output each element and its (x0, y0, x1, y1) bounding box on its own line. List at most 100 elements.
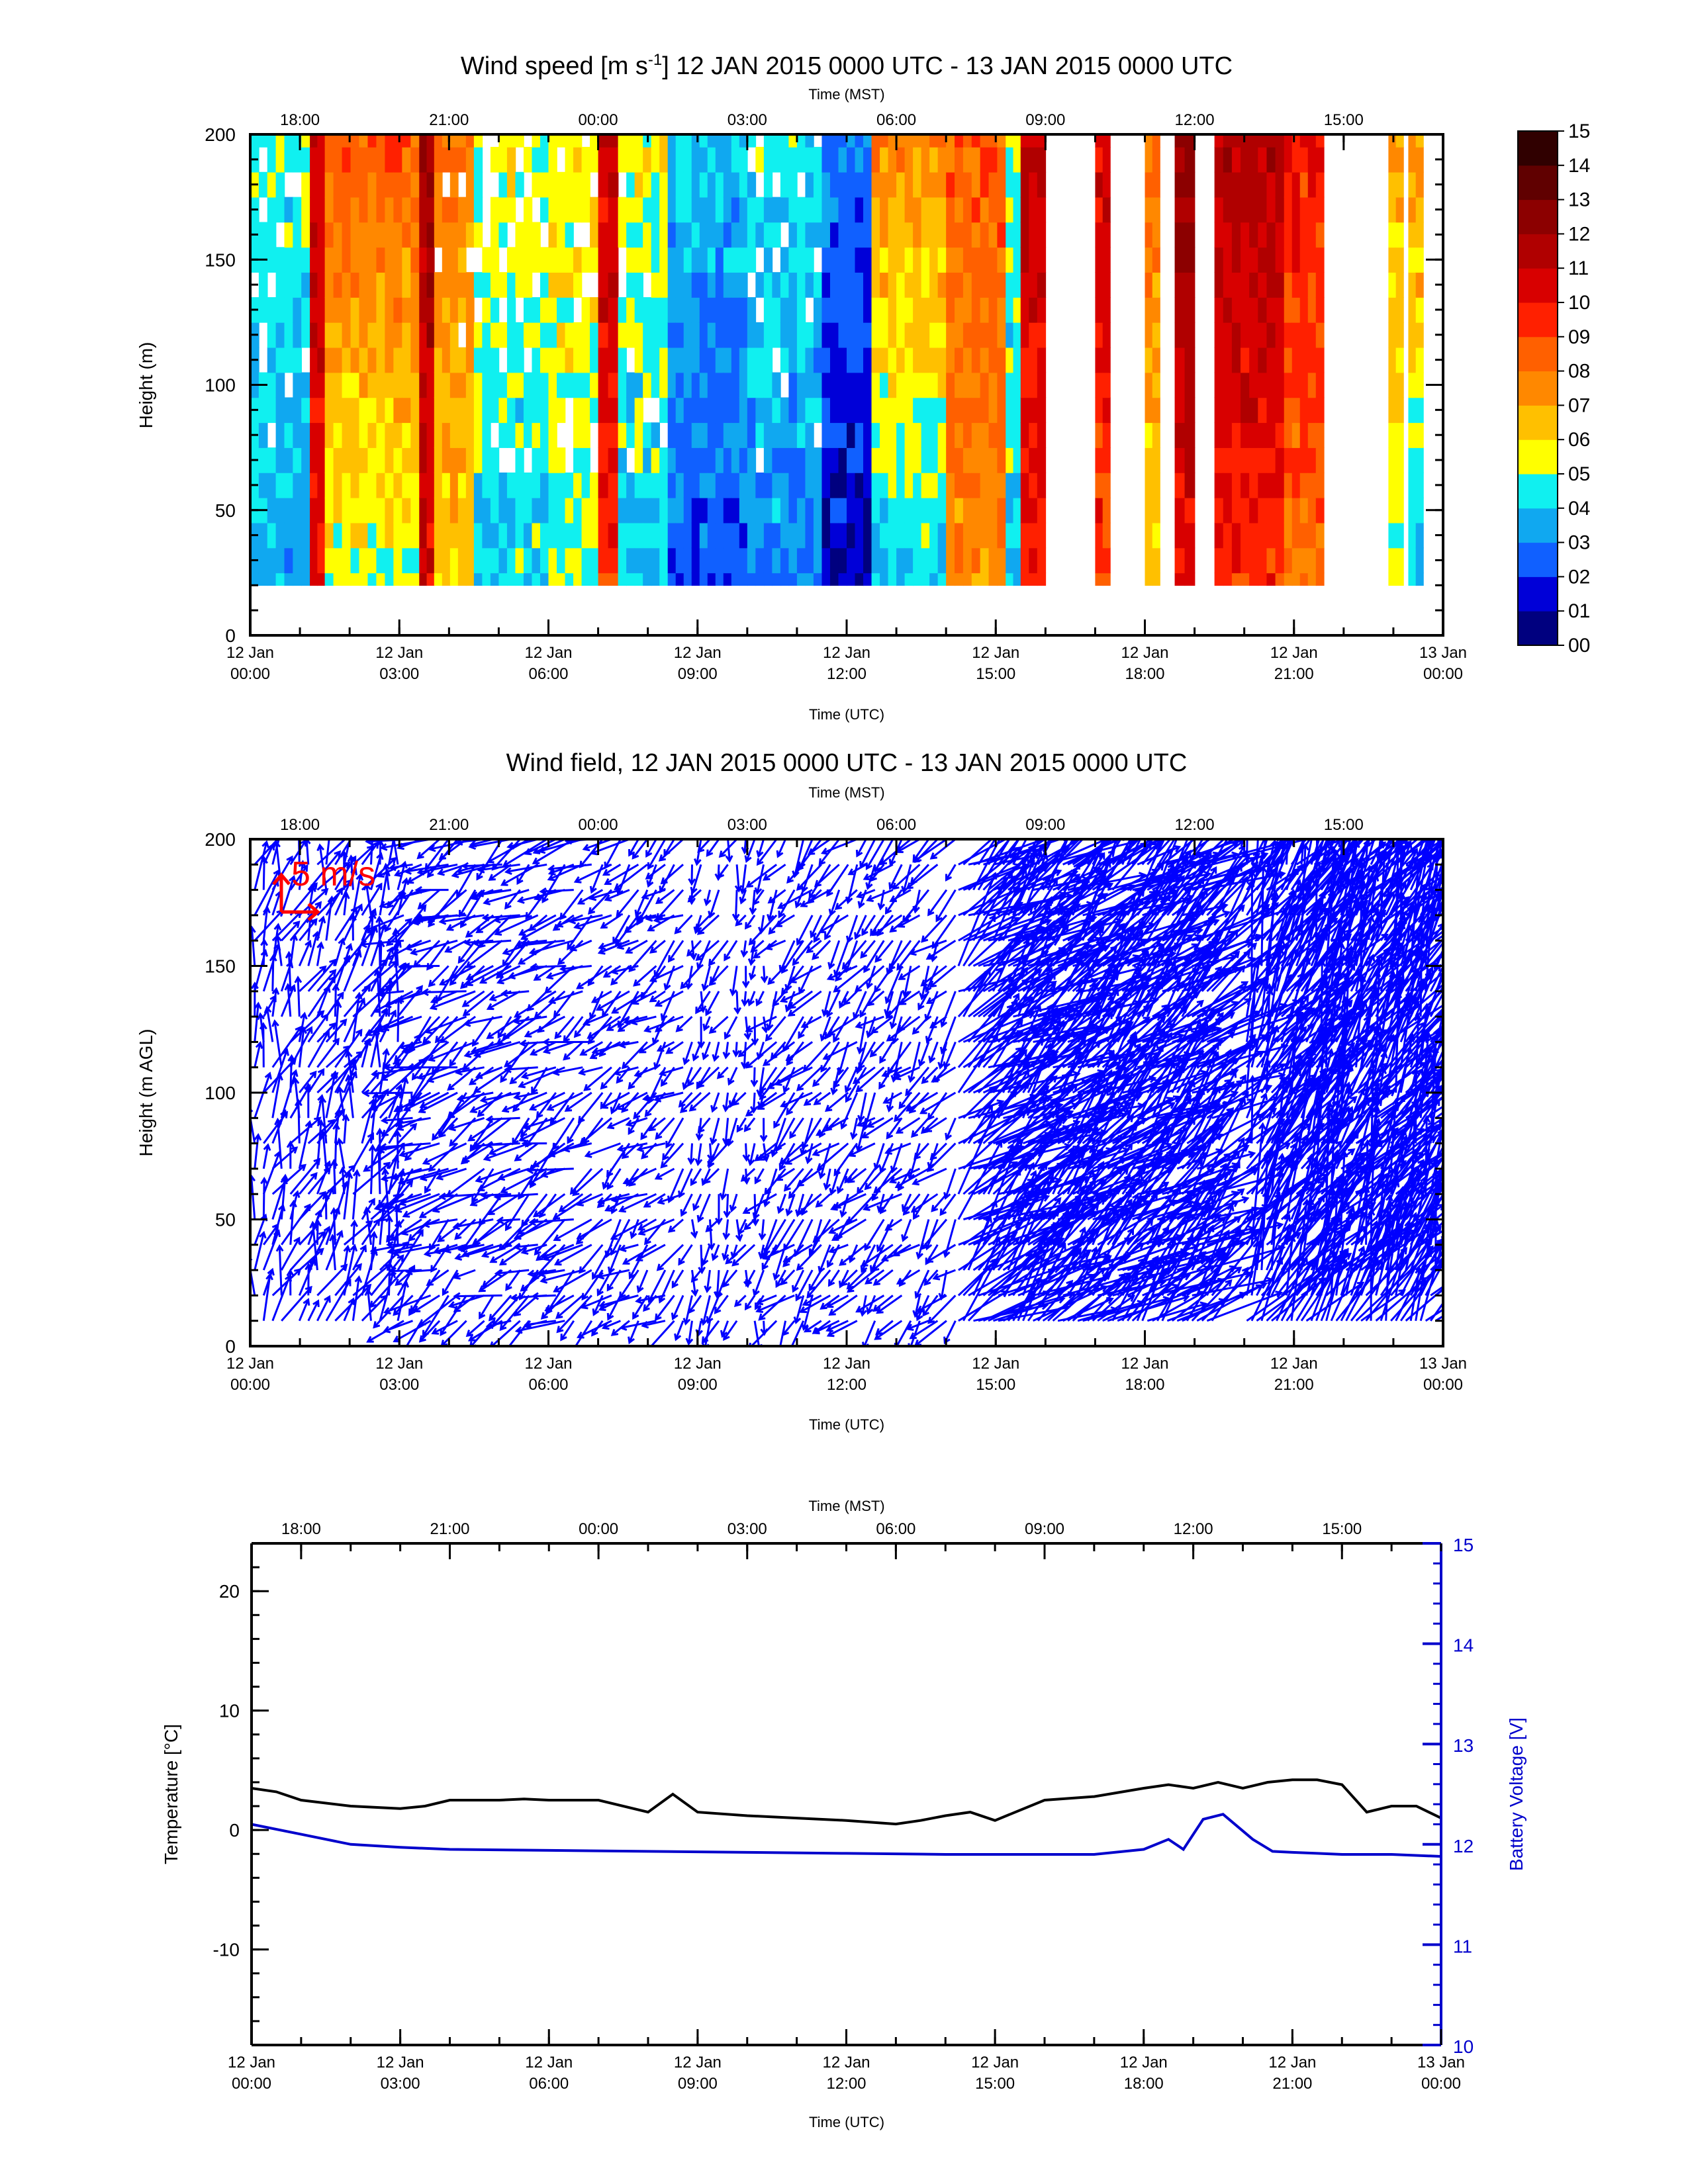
wind-arrow (1126, 839, 1142, 865)
wind-arrow (846, 1269, 867, 1290)
speed-cell (1307, 372, 1317, 398)
speed-cell (1013, 347, 1021, 373)
speed-cell (523, 397, 533, 424)
speed-cell (1184, 472, 1196, 498)
speed-cell (829, 347, 839, 373)
speed-cell (888, 171, 897, 198)
speed-cell (506, 572, 516, 586)
speed-cell (715, 372, 724, 398)
speed-cell (333, 422, 343, 448)
speed-cell (772, 447, 781, 473)
speed-cell (250, 572, 259, 586)
speed-cell (626, 572, 635, 586)
speed-cell (539, 134, 549, 148)
wind-arrow (350, 1219, 359, 1245)
speed-cell (310, 297, 318, 323)
speed-cell (1152, 146, 1160, 173)
speed-cell (855, 547, 864, 574)
speed-cell (618, 197, 627, 223)
speed-cell (457, 222, 467, 248)
speed-cell (473, 547, 483, 574)
wind-arrow (792, 940, 814, 966)
speed-cell (565, 347, 574, 373)
speed-cell (896, 522, 906, 549)
speed-cell (1013, 322, 1021, 348)
speed-cell (988, 197, 998, 223)
speed-cell (1152, 222, 1160, 248)
wind-arrow (424, 1015, 467, 1034)
speed-cell (772, 322, 781, 348)
speed-cell (796, 222, 806, 248)
speed-cell (350, 197, 360, 223)
speed-cell (376, 497, 386, 523)
wind-arrow (645, 914, 666, 922)
speed-cell (490, 547, 500, 574)
wind-arrow (912, 1295, 921, 1318)
wind-arrow (697, 1117, 711, 1134)
speed-cell (258, 447, 268, 473)
wind-arrow (562, 1142, 592, 1153)
speed-cell (1415, 134, 1424, 148)
speed-cell (342, 297, 352, 323)
speed-cell (962, 134, 972, 148)
speed-cell (643, 247, 652, 273)
wind-arrow (886, 1041, 912, 1075)
speed-cell (971, 297, 981, 323)
speed-cell (293, 422, 303, 448)
speed-cell (473, 372, 483, 398)
speed-cell (796, 347, 806, 373)
speed-cell (1284, 134, 1293, 148)
speed-cell (498, 497, 508, 523)
speed-cell (350, 422, 360, 448)
wind-arrow (291, 1076, 301, 1118)
speed-cell (1184, 397, 1196, 424)
wind-arrow (775, 1269, 786, 1289)
wind-arrow (473, 1066, 512, 1093)
speed-cell (715, 347, 724, 373)
speed-cell (1307, 222, 1317, 248)
wind-arrow (735, 914, 747, 927)
speed-cell (557, 247, 566, 273)
speed-cell (317, 171, 326, 198)
speed-cell (997, 497, 1007, 523)
speed-cell (1006, 247, 1014, 273)
speed-cell (1241, 472, 1250, 498)
speed-cell (449, 247, 459, 273)
wind-arrow (363, 1142, 404, 1172)
speed-cell (880, 547, 889, 574)
wind-arrow (702, 1016, 711, 1032)
wind-arrow (722, 1219, 731, 1241)
speed-cell (739, 472, 748, 498)
speed-cell (796, 197, 806, 223)
speed-cell (723, 272, 732, 298)
speed-cell (565, 547, 574, 574)
colorbar-swatch (1518, 336, 1558, 372)
speed-cell (590, 572, 599, 586)
speed-cell (498, 272, 508, 298)
speed-cell (1249, 247, 1259, 273)
speed-cell (1174, 397, 1186, 424)
speed-cell (523, 222, 533, 248)
speed-cell (1145, 522, 1153, 549)
wind-arrow (359, 939, 404, 948)
speed-cell (829, 547, 839, 574)
speed-cell (880, 297, 889, 323)
wind-arrow (530, 1142, 557, 1189)
wind-arrow (618, 1040, 639, 1049)
wind-arrow (630, 1218, 639, 1240)
wind-arrow (649, 990, 666, 1003)
wind-arrow (752, 1269, 765, 1297)
speed-cell (838, 134, 847, 148)
speed-cell (855, 572, 864, 586)
speed-cell (1102, 347, 1111, 373)
speed-cell (410, 134, 420, 148)
wind-arrow (667, 940, 684, 963)
speed-cell (608, 146, 619, 173)
wind-arrow (783, 1167, 804, 1192)
speed-cell (731, 247, 740, 273)
speed-cell (1395, 572, 1404, 586)
speed-cell (1408, 522, 1417, 549)
speed-cell (997, 372, 1007, 398)
wind-arrow (826, 965, 858, 981)
wind-arrow (628, 1244, 649, 1280)
